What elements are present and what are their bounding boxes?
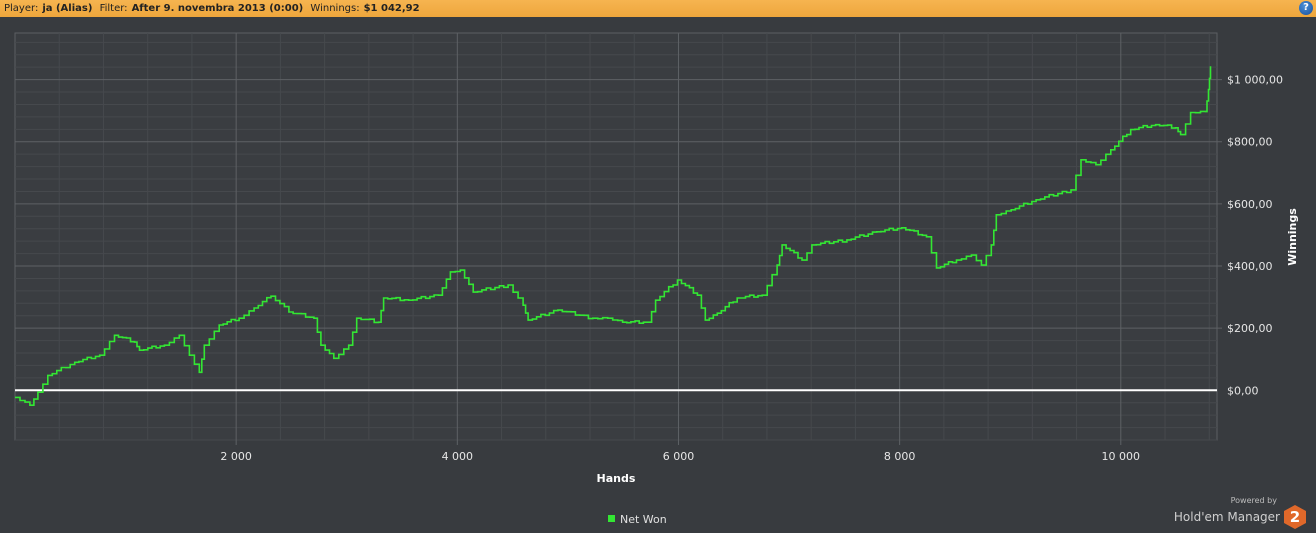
winnings-label: Winnings:: [310, 3, 360, 14]
legend-label: Net Won: [620, 513, 667, 526]
y-tick-label: $800,00: [1227, 136, 1273, 149]
filter-label: Filter:: [99, 3, 128, 14]
y-tick-label: $200,00: [1227, 322, 1273, 335]
y-tick-label: $1 000,00: [1227, 74, 1283, 87]
powered-by-text: Powered by: [1230, 496, 1277, 505]
help-icon[interactable]: ?: [1299, 1, 1313, 15]
player-label: Player:: [4, 3, 39, 14]
x-tick-label: 2 000: [220, 450, 252, 463]
plot-area: [14, 32, 1218, 441]
legend-swatch: [608, 515, 615, 522]
filter-value: After 9. novembra 2013 (0:00): [131, 3, 304, 14]
series-line-net-won: [15, 66, 1212, 406]
x-tick-label: 10 000: [1102, 450, 1141, 463]
x-tick-label: 6 000: [663, 450, 695, 463]
x-axis-title: Hands: [597, 472, 636, 485]
x-tick-label: 4 000: [442, 450, 474, 463]
player-value: ja (Alias): [42, 3, 93, 14]
brand-badge: 2: [1284, 505, 1306, 529]
y-tick-label: $0,00: [1227, 384, 1259, 397]
winnings-value: $1 042,92: [363, 3, 420, 14]
y-tick-label: $400,00: [1227, 260, 1273, 273]
x-tick-label: 8 000: [884, 450, 916, 463]
brand-name: Hold'em Manager: [1173, 510, 1280, 524]
y-tick-label: $600,00: [1227, 198, 1273, 211]
legend-item-net-won[interactable]: Net Won: [608, 513, 667, 526]
holdem-manager-logo: Powered by Hold'em Manager 2: [1174, 496, 1306, 529]
y-axis-title: Winnings: [1286, 208, 1299, 266]
info-bar: Player: ja (Alias) Filter: After 9. novemb…: [0, 0, 1316, 17]
